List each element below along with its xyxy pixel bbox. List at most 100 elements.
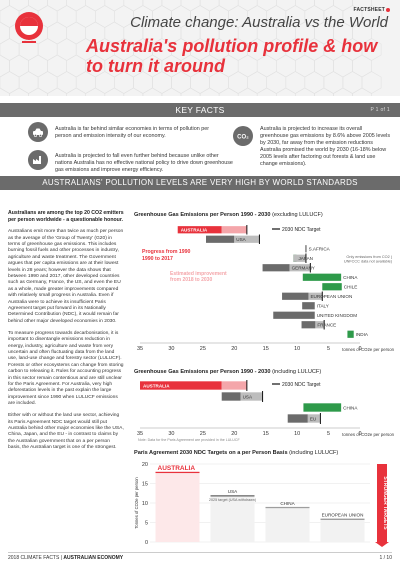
stronger-targets-arrow bbox=[377, 464, 387, 542]
bar-2030-japan bbox=[293, 254, 306, 262]
hexagon-cell bbox=[104, 87, 125, 96]
key-fact-2: Australia is projected to increase its o… bbox=[260, 126, 391, 167]
chart2-title: Greenhouse Gas Emissions per Person 1990… bbox=[134, 369, 322, 375]
page-footer: 2018 CLIMATE FACTS | AUSTRALIAN ECONOMY … bbox=[8, 552, 392, 561]
hexagon-cell bbox=[0, 21, 10, 45]
category-label: ITALY bbox=[317, 304, 329, 309]
bar-safrica bbox=[305, 245, 307, 253]
hexagon-cell bbox=[66, 87, 86, 96]
hexagon-cell bbox=[0, 0, 10, 12]
bar-2030-europeanunion bbox=[308, 292, 323, 300]
hexagon-cell bbox=[28, 54, 48, 78]
hexagon-cell bbox=[237, 0, 258, 12]
hexagon-cell bbox=[199, 87, 220, 96]
section-banner: AUSTRALIANS' POLLUTION LEVELS ARE VERY H… bbox=[0, 176, 400, 190]
target-bar-china bbox=[265, 506, 310, 509]
hexagon-cell bbox=[9, 54, 29, 78]
page-number: 1 / 10 bbox=[379, 555, 392, 561]
category-label: USA bbox=[243, 394, 253, 399]
hexagon-pattern bbox=[0, 0, 382, 96]
category-label: FRANCE bbox=[317, 323, 336, 328]
annotation-progress: Progress from 1990 bbox=[142, 249, 191, 255]
category-label: CHILE bbox=[344, 285, 358, 290]
bar-2030-australia bbox=[221, 226, 247, 234]
hexagon-cell bbox=[256, 0, 277, 12]
target-area-usa bbox=[210, 496, 255, 542]
category-label: AUSTRALIA bbox=[143, 383, 170, 388]
hexagon-cell bbox=[123, 0, 144, 12]
bar-2030-australia bbox=[221, 381, 247, 390]
hexagon-cell bbox=[314, 0, 334, 12]
hexagon-cell bbox=[275, 0, 296, 12]
tick-label: 30 bbox=[168, 431, 174, 437]
hexagon-cell bbox=[294, 0, 315, 12]
bar-india bbox=[347, 330, 354, 338]
category-label: CHINA bbox=[343, 275, 358, 280]
tick-label: 5 bbox=[327, 346, 330, 352]
hexagon-cell bbox=[104, 0, 125, 12]
ndc-legend: 2030 NDC Target bbox=[272, 227, 321, 233]
hexagon-cell bbox=[199, 0, 220, 12]
hexagon-cell bbox=[180, 87, 201, 96]
bar-unitedkingdom bbox=[273, 311, 315, 319]
annotation-progress-2: 1990 to 2017 bbox=[142, 256, 173, 262]
tick-label: 15 bbox=[263, 346, 269, 352]
key-fact-1: Australia is far behind similar economie… bbox=[55, 126, 210, 139]
target-area-australia bbox=[155, 473, 200, 542]
tick-label: 25 bbox=[200, 431, 206, 437]
hexagon-cell bbox=[275, 87, 296, 96]
hexagon-cell bbox=[47, 87, 67, 96]
x-axis-label: tonnes of CO2e per person bbox=[342, 432, 394, 437]
bar-china bbox=[303, 403, 342, 412]
hexagon-cell bbox=[161, 87, 182, 96]
factsheet-badge: FACTSHEET bbox=[353, 7, 390, 13]
hexagon-cell bbox=[352, 87, 372, 96]
page-title-line1: Climate change: Australia vs the World bbox=[130, 14, 388, 31]
target-bar-usa bbox=[210, 495, 255, 497]
target-area-europeanunion bbox=[320, 520, 365, 542]
hexagon-cell bbox=[294, 87, 315, 96]
tick-label: 25 bbox=[200, 346, 206, 352]
hexagon-cell bbox=[37, 71, 58, 94]
tick-label: 15 bbox=[263, 431, 269, 437]
legend-label: 2030 NDC Target bbox=[282, 382, 321, 388]
category-label: CHINA bbox=[280, 501, 295, 506]
tick-label: 0 bbox=[358, 431, 361, 437]
target-bar-europeanunion bbox=[320, 518, 365, 520]
hexagon-cell bbox=[56, 38, 77, 61]
hexagon-cell bbox=[85, 87, 106, 96]
tick-label: 30 bbox=[168, 346, 174, 352]
category-label: USA bbox=[236, 237, 246, 242]
hexagon-cell bbox=[47, 54, 67, 78]
annotation-estimated: Estimated improvement bbox=[170, 271, 227, 277]
bar-china bbox=[302, 273, 342, 281]
page-header: FACTSHEET Climate change: Australia vs t… bbox=[0, 0, 400, 96]
co2-icon: CO₂ bbox=[233, 126, 253, 146]
tick-label: 35 bbox=[137, 431, 143, 437]
hexagon-cell bbox=[218, 0, 239, 12]
tick-label: 20 bbox=[231, 431, 237, 437]
tick-label: 0 bbox=[358, 346, 361, 352]
bar-chile bbox=[322, 283, 342, 291]
tick-label: 5 bbox=[327, 431, 330, 437]
left-column: Australians are among the top 20 CO2 emi… bbox=[8, 210, 124, 457]
category-label: CHINA bbox=[343, 405, 358, 410]
category-label: GERMANY bbox=[292, 266, 315, 271]
hexagon-cell bbox=[66, 0, 86, 12]
chart3-svg: Tonnes of CO2e per person 20 15 10 5 0 AUSTRAL… bbox=[134, 462, 389, 547]
chart2-note: Note: Data for the Paris Agreement are p… bbox=[138, 438, 240, 442]
svg-text:CO₂: CO₂ bbox=[237, 135, 249, 141]
tick-label: 35 bbox=[137, 346, 143, 352]
tick-label: 0 bbox=[145, 540, 148, 546]
hexagon-cell bbox=[85, 0, 106, 12]
category-label: JAPAN bbox=[299, 256, 313, 261]
legend-label: 2030 NDC Target bbox=[282, 227, 321, 233]
tick-label: 5 bbox=[145, 521, 148, 527]
annotation-co2-only: Only emissions from CO2 ( bbox=[346, 255, 392, 259]
hexagon-cell bbox=[161, 0, 182, 12]
factory-icon bbox=[28, 150, 48, 170]
footer-label: 2018 CLIMATE FACTS bbox=[8, 555, 60, 561]
hexagon-cell bbox=[237, 87, 258, 96]
bar-italy bbox=[302, 302, 315, 310]
bar-2030-eu bbox=[307, 414, 321, 423]
